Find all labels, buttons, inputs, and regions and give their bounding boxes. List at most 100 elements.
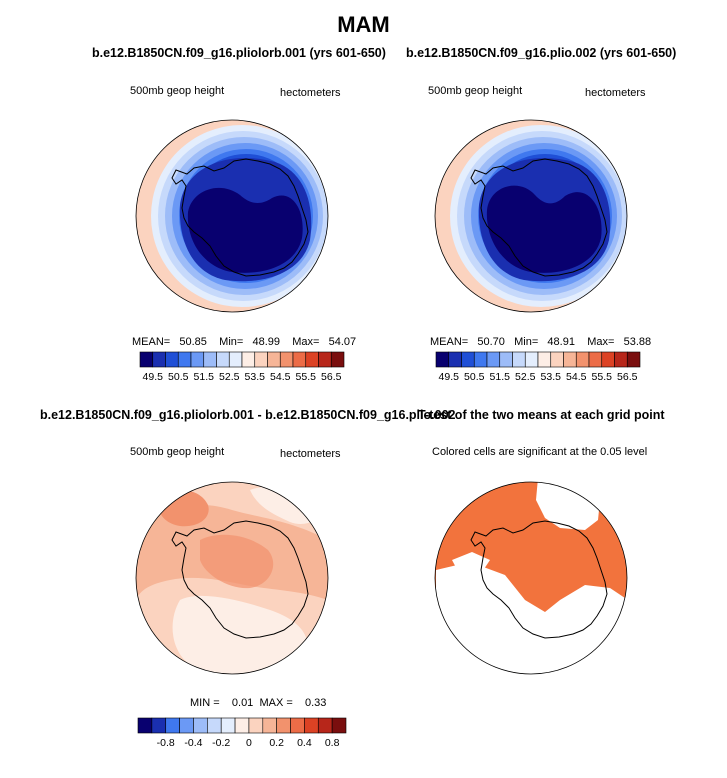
max-value: 0.33 [305, 697, 327, 709]
colorbar-box [614, 351, 628, 368]
colorbar-box [499, 351, 513, 368]
colorbar-box [461, 351, 475, 368]
colorbar-box [203, 351, 217, 368]
colorbar-label: 0 [246, 737, 252, 749]
colorbar-box [137, 717, 153, 734]
min-value: 0.01 [231, 697, 254, 709]
colorbar-label: 56.5 [617, 371, 638, 383]
stats-bottom-left: MIN = 0.01 MAX = 0.33 [190, 697, 326, 709]
max-value: 53.88 [623, 336, 652, 348]
colorbar-label: -0.4 [184, 737, 203, 749]
mean-label: MEAN= [132, 336, 171, 348]
colorbar-box [190, 351, 205, 368]
colorbar-box [276, 717, 291, 734]
colorbar-box [165, 351, 179, 368]
colorbar-box [262, 717, 277, 734]
colorbar-box [524, 351, 539, 368]
colorbar-box [473, 351, 488, 368]
mean-value: 50.70 [477, 336, 505, 348]
colorbar-label: 52.5 [515, 371, 536, 383]
colorbar-box [550, 351, 564, 368]
colorbar-box [152, 351, 166, 368]
colorbar-box [331, 717, 347, 734]
colorbar-box [588, 351, 603, 368]
colorbar-bottom-left [137, 717, 347, 734]
colorbar-box [254, 351, 268, 368]
colorbar-box [241, 351, 256, 368]
panel-title-top-left: b.e12.B1850CN.f09_g16.pliolorb.001 (yrs … [92, 46, 386, 60]
colorbar-label: 52.5 [219, 371, 240, 383]
colorbar-box [448, 351, 462, 368]
min-value: 48.91 [547, 336, 575, 348]
colorbar-box [486, 351, 501, 368]
colorbar-box [220, 717, 236, 734]
max-value: 54.07 [328, 336, 357, 348]
colorbar-box [228, 351, 243, 368]
colorbar-box [563, 351, 577, 368]
significance-note: Colored cells are significant at the 0.0… [432, 446, 648, 458]
colorbar-box [207, 717, 222, 734]
map-bottom-right [435, 482, 627, 674]
stats-top-left: MEAN= 50.85 Min= 48.99 Max= 54.07 [132, 336, 356, 348]
colorbar-label: 50.5 [168, 371, 189, 383]
colorbar-top-left [139, 351, 345, 368]
mean-label: MEAN= [430, 336, 469, 348]
colorbar-label: 56.5 [321, 371, 342, 383]
colorbar-box [234, 717, 250, 734]
units-label-top-left: hectometers [280, 87, 341, 99]
map-bottom-left [136, 482, 328, 674]
colorbar-label: 51.5 [489, 371, 510, 383]
colorbar-label: 50.5 [464, 371, 485, 383]
colorbar-box [305, 351, 319, 368]
colorbar-label: -0.8 [156, 737, 175, 749]
mean-value: 50.85 [179, 336, 207, 348]
colorbar-label: 51.5 [193, 371, 214, 383]
colorbar-box [318, 351, 332, 368]
colorbar-box [626, 351, 641, 368]
colorbar-label: 53.5 [244, 371, 265, 383]
colorbar-label: 0.4 [297, 737, 312, 749]
min-value: 48.99 [252, 336, 281, 348]
colorbar-box [304, 717, 319, 734]
colorbar-box [537, 351, 552, 368]
panel-title-top-right: b.e12.B1850CN.f09_g16.plio.002 (yrs 601-… [406, 46, 677, 60]
figure-title: MAM [337, 12, 390, 37]
panel-title-bottom-left: b.e12.B1850CN.f09_g16.pliolorb.001 - b.e… [40, 408, 456, 422]
panel-title-bottom-right: T-test of the two means at each grid poi… [418, 408, 665, 422]
colorbar-top-right [435, 351, 641, 368]
units-label-bottom-left: hectometers [280, 448, 341, 460]
colorbar-label: 54.5 [270, 371, 291, 383]
units-label-top-right: hectometers [585, 87, 646, 99]
colorbar-label: 0.8 [324, 737, 340, 749]
colorbar-box [216, 351, 230, 368]
min-label: Min= [219, 336, 244, 348]
colorbar-box [512, 351, 526, 368]
colorbar-box [601, 351, 615, 368]
colorbar-box [317, 717, 333, 734]
colorbar-label: -0.2 [212, 737, 231, 749]
colorbar-label: 53.5 [540, 371, 561, 383]
colorbar-box [292, 351, 307, 368]
max-label: Max= [292, 336, 320, 348]
colorbar-box [165, 717, 180, 734]
max-label: MAX = [259, 697, 293, 709]
colorbar-box [435, 351, 450, 368]
colorbar-box [177, 351, 192, 368]
colorbar-label: 49.5 [142, 371, 163, 383]
field-label-bottom-left: 500mb geop height [130, 446, 225, 458]
colorbar-box [279, 351, 294, 368]
field-label-top-right: 500mb geop height [428, 85, 523, 97]
colorbar-box [575, 351, 590, 368]
map-top-left [136, 120, 328, 312]
colorbar-box [267, 351, 281, 368]
colorbar-label: 54.5 [566, 371, 587, 383]
colorbar-box [151, 717, 167, 734]
stats-top-right: MEAN= 50.70 Min= 48.91 Max= 53.88 [430, 336, 651, 348]
map-top-right [435, 120, 627, 312]
colorbar-box [179, 717, 194, 734]
colorbar-label: 55.5 [591, 371, 612, 383]
colorbar-box [248, 717, 264, 734]
max-label: Max= [587, 336, 615, 348]
colorbar-label: 49.5 [438, 371, 459, 383]
